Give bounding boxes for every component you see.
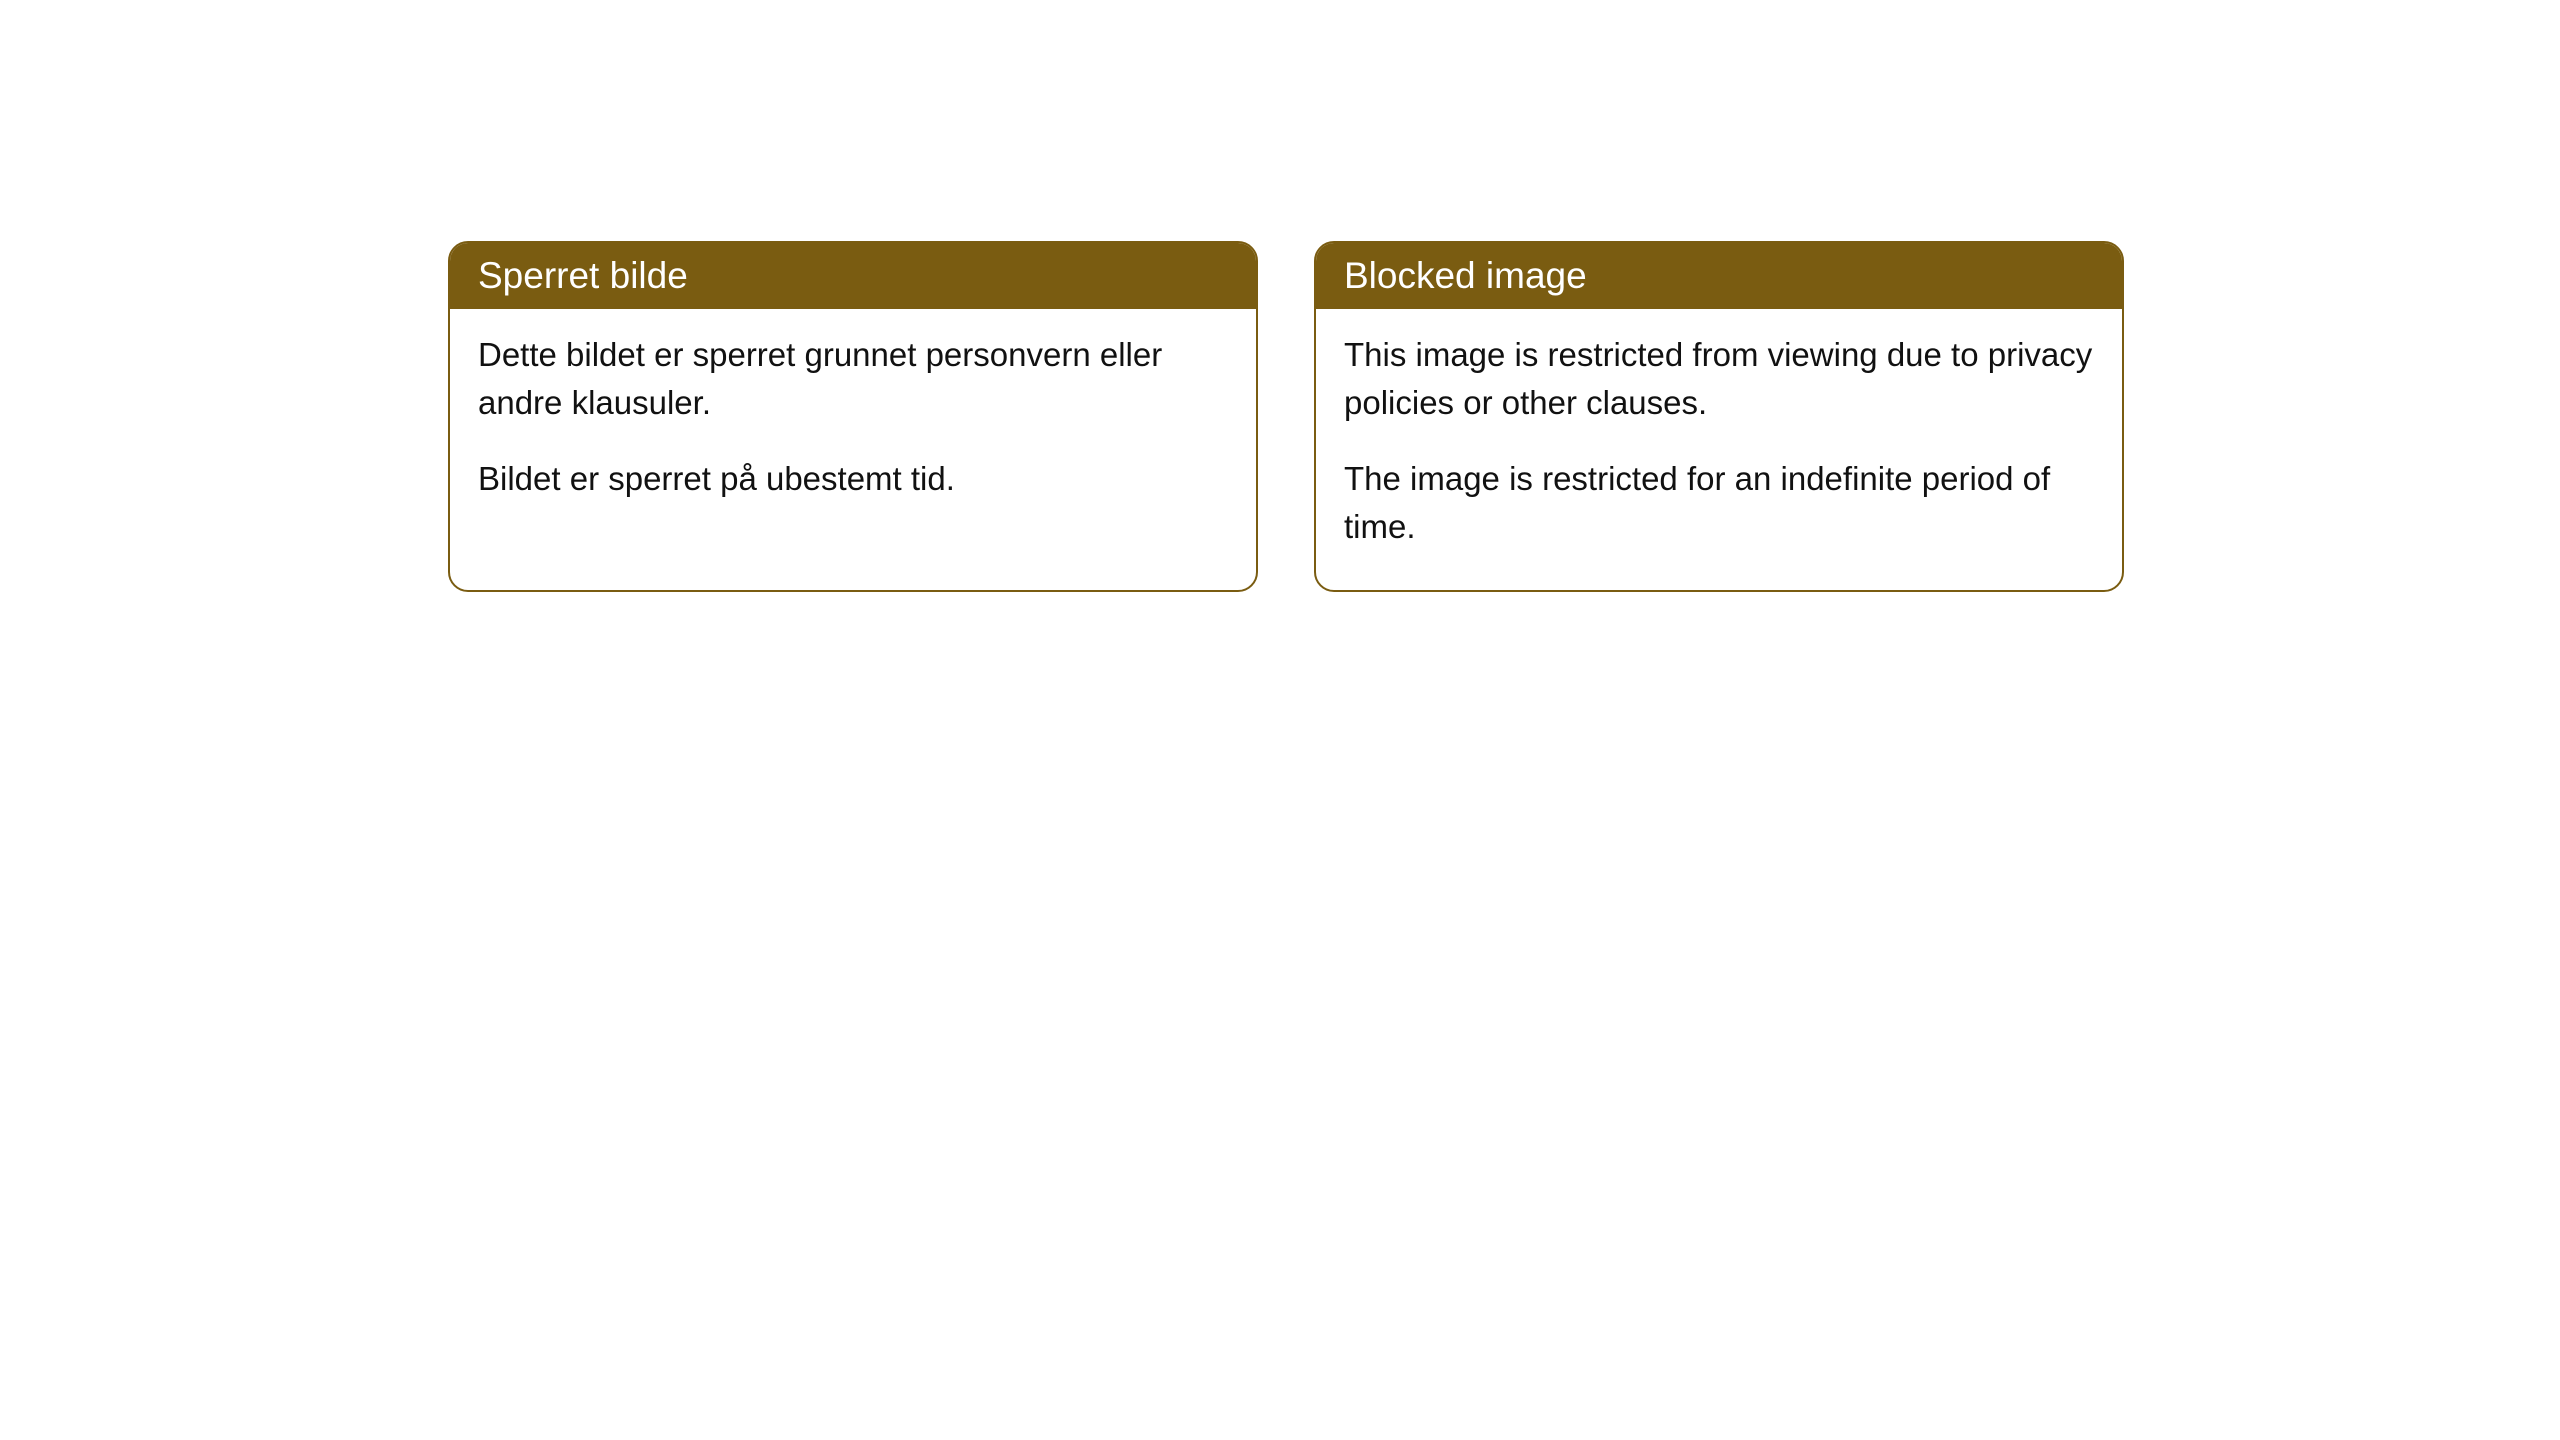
- card-paragraph: Bildet er sperret på ubestemt tid.: [478, 455, 1228, 503]
- blocked-image-card-norwegian: Sperret bilde Dette bildet er sperret gr…: [448, 241, 1258, 592]
- card-header: Sperret bilde: [450, 243, 1256, 309]
- card-title: Sperret bilde: [478, 255, 688, 296]
- card-body: This image is restricted from viewing du…: [1316, 309, 2122, 590]
- card-body: Dette bildet er sperret grunnet personve…: [450, 309, 1256, 543]
- blocked-image-card-english: Blocked image This image is restricted f…: [1314, 241, 2124, 592]
- card-paragraph: Dette bildet er sperret grunnet personve…: [478, 331, 1228, 427]
- card-paragraph: This image is restricted from viewing du…: [1344, 331, 2094, 427]
- notice-cards-container: Sperret bilde Dette bildet er sperret gr…: [448, 241, 2124, 592]
- card-title: Blocked image: [1344, 255, 1587, 296]
- card-paragraph: The image is restricted for an indefinit…: [1344, 455, 2094, 551]
- card-header: Blocked image: [1316, 243, 2122, 309]
